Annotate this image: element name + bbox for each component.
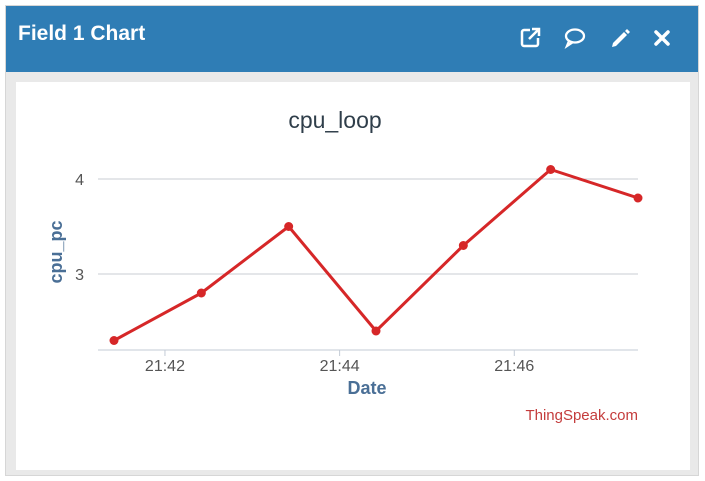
close-icon[interactable] <box>647 23 677 53</box>
x-tick-label: 21:42 <box>145 358 185 375</box>
chart-title: cpu_loop <box>288 107 381 133</box>
external-link-icon[interactable] <box>515 23 545 53</box>
line-chart: cpu_loop 21:42 21:44 21:46 34 Date cpu_pc … <box>46 107 643 424</box>
x-axis-title: Date <box>347 378 386 398</box>
comment-icon[interactable] <box>560 23 590 53</box>
data-point <box>546 165 556 174</box>
data-point <box>633 193 643 203</box>
y-tick-label: 4 <box>75 172 84 189</box>
widget-header: Field 1 Chart <box>6 6 698 72</box>
y-tick-label: 3 <box>75 267 84 284</box>
series-line <box>113 168 639 342</box>
data-point <box>371 326 381 336</box>
widget-title: Field 1 Chart <box>18 22 146 45</box>
chart-widget: Field 1 Chart cpu_l <box>5 5 699 476</box>
data-point <box>109 336 119 345</box>
data-point <box>458 241 468 250</box>
data-point <box>196 288 206 298</box>
y-axis-title: cpu_pc <box>46 220 66 283</box>
x-tick-label: 21:46 <box>494 358 534 375</box>
pencil-icon[interactable] <box>605 23 635 53</box>
data-point <box>284 222 294 231</box>
x-tick-label: 21:44 <box>320 358 360 375</box>
thingspeak-credit[interactable]: ThingSpeak.com <box>525 407 638 424</box>
